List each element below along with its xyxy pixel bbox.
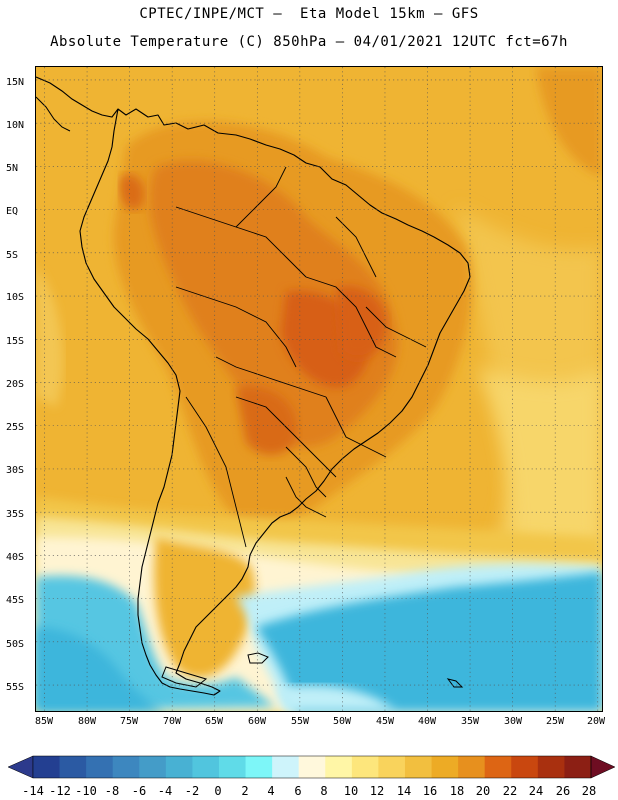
lat-label-15s: 15S [6,336,25,347]
colorbar [7,755,616,779]
lat-label-20s: 20S [6,379,25,390]
colorbar-cell [192,756,220,778]
colorbar-label-28: 28 [581,784,597,798]
lon-label-35w: 35W [460,716,480,727]
island-tierra-del-fuego [161,666,208,688]
lat-label-50s: 50S [6,639,25,650]
colorbar-label-8: 8 [320,784,328,798]
colorbar-label-m10: -10 [75,784,97,798]
lon-label-55w: 55W [290,716,310,727]
colorbar-cell [245,756,273,778]
field-pacific-deep-cyan [36,627,166,711]
island-falklands [247,652,269,664]
lat-label-30s: 30S [6,465,25,476]
lon-label-75w: 75W [119,716,139,727]
colorbar-label-12: 12 [369,784,385,798]
lat-label-40s: 40S [6,552,25,563]
colorbar-label-20: 20 [475,784,491,798]
coastline-central-america [36,76,119,118]
colorbar-cell [298,756,326,778]
colorbar-cell [351,756,379,778]
colorbar-over-arrow [590,755,616,779]
chart-title-line2: Absolute Temperature (C) 850hPa – 04/01/… [50,34,568,50]
lon-label-50w: 50W [332,716,352,727]
colorbar-under-arrow [7,755,34,779]
field-south-atlantic-warm [476,367,602,567]
colorbar-cell [139,756,167,778]
lat-label-35s: 35S [6,509,25,520]
lat-label-45s: 45S [6,595,25,606]
lat-label-5s: 5S [6,250,19,261]
field-patagonia-warm [154,537,256,678]
colorbar-label-m8: -8 [104,784,120,798]
colorbar-cell [272,756,300,778]
lon-label-60w: 60W [247,716,267,727]
field-hot-core-2 [336,286,387,360]
lat-label-10s: 10S [6,292,25,303]
lat-label-5n: 5N [6,163,19,174]
colorbar-label-22: 22 [502,784,518,798]
lon-label-30w: 30W [503,716,523,727]
lon-label-40w: 40W [417,716,437,727]
lon-label-25w: 25W [545,716,565,727]
colorbar-label-m6: -6 [131,784,147,798]
colorbar-cell [86,756,114,778]
colorbar-label-16: 16 [422,784,438,798]
lon-label-65w: 65W [204,716,224,727]
colorbar-label-24: 24 [528,784,544,798]
colorbar-cell [564,756,592,778]
colorbar-cell [484,756,512,778]
colorbar-frame [32,755,592,779]
colorbar-label-26: 26 [555,784,571,798]
colorbar-cell [404,756,432,778]
colorbar-cells [7,755,616,779]
colorbar-label-2: 2 [241,784,249,798]
colorbar-cell [378,756,406,778]
colorbar-label-18: 18 [449,784,465,798]
lat-label-10n: 10N [6,120,25,131]
coastline-south-america [79,108,471,696]
lon-label-85w: 85W [34,716,54,727]
colorbar-label-m4: -4 [157,784,173,798]
colorbar-label-14: 14 [396,784,412,798]
colorbar-label-6: 6 [294,784,302,798]
field-hot-core-3 [236,386,297,455]
colorbar-label-4: 4 [267,784,275,798]
field-drake-light [276,685,396,711]
temperature-map [35,66,603,712]
colorbar-cell [537,756,565,778]
colorbar-cell [458,756,486,778]
lat-label-eq: EQ [6,206,19,217]
colorbar-label-10: 10 [343,784,359,798]
colorbar-cell [431,756,459,778]
colorbar-cell [218,756,246,778]
field-pacific-patch [36,267,64,407]
field-ne-corner [536,67,602,177]
colorbar-label-0: 0 [214,784,222,798]
country-borders [175,166,427,548]
lon-label-80w: 80W [77,716,97,727]
field-hot-core-4 [120,174,145,211]
lat-label-25s: 25S [6,422,25,433]
lon-label-70w: 70W [162,716,182,727]
colorbar-cell [59,756,87,778]
coastline-caribbean [36,96,71,132]
colorbar-cell [112,756,140,778]
lon-label-45w: 45W [375,716,395,727]
colorbar-cell [325,756,353,778]
colorbar-label-m2: -2 [184,784,200,798]
lat-label-55s: 55S [6,682,25,693]
lat-label-15n: 15N [6,77,25,88]
colorbar-cell [33,756,60,778]
island-south-georgia [446,678,464,688]
colorbar-label-m14: -14 [22,784,44,798]
chart-title-line1: CPTEC/INPE/MCT – Eta Model 15km – GFS [139,6,479,22]
lon-label-20w: 20W [586,716,606,727]
map-canvas [36,67,602,711]
colorbar-cell [511,756,539,778]
colorbar-label-m12: -12 [49,784,71,798]
colorbar-cell [165,756,193,778]
